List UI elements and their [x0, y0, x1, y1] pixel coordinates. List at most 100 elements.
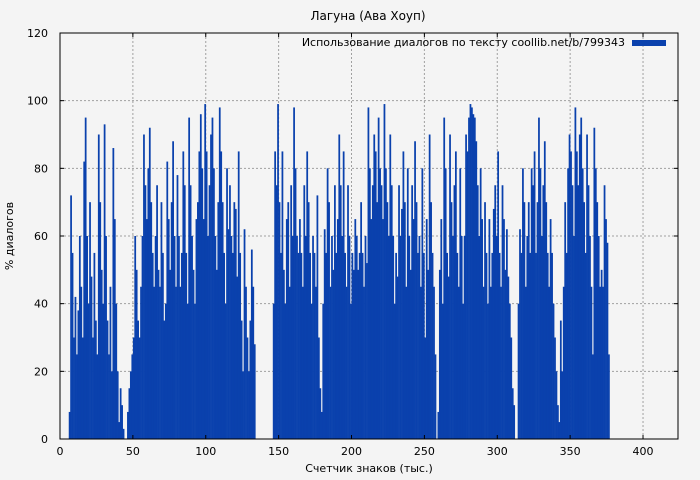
bar: [503, 219, 505, 439]
bar: [592, 354, 594, 439]
bar: [246, 337, 249, 439]
bar: [590, 286, 593, 439]
bar: [198, 151, 201, 439]
bar: [383, 104, 386, 440]
bar: [221, 202, 224, 439]
bar: [564, 202, 567, 439]
bar: [215, 269, 218, 439]
bar: [552, 303, 555, 439]
bar: [81, 337, 84, 439]
bar: [186, 303, 189, 439]
bar: [411, 185, 414, 439]
bar: [294, 168, 297, 440]
bar: [408, 236, 411, 439]
bar: [603, 185, 606, 439]
bar: [352, 269, 355, 439]
bar: [398, 185, 400, 439]
bar: [332, 269, 335, 439]
bar: [157, 269, 160, 439]
bar: [179, 286, 182, 439]
bar: [367, 107, 370, 439]
bar: [274, 151, 277, 439]
bar: [527, 202, 530, 439]
x-tick-label: 350: [560, 445, 581, 458]
bar: [319, 388, 322, 439]
bar: [387, 236, 390, 439]
bar: [83, 161, 86, 440]
bar: [226, 168, 228, 440]
bar: [513, 405, 516, 439]
bar: [113, 219, 116, 439]
bar: [386, 202, 389, 439]
bar: [227, 229, 230, 439]
bar: [361, 252, 364, 439]
bar: [495, 236, 498, 439]
bar: [290, 185, 293, 439]
y-tick-label: 20: [34, 365, 48, 378]
bar: [567, 168, 569, 440]
bar: [74, 296, 77, 439]
bar: [532, 185, 535, 439]
bar: [173, 236, 176, 439]
bar: [573, 236, 575, 439]
bar: [164, 303, 167, 439]
bar: [284, 303, 287, 439]
bar: [374, 151, 377, 439]
bar: [441, 303, 444, 439]
bar: [156, 185, 158, 439]
bar: [275, 185, 278, 439]
bar: [519, 229, 521, 439]
bar: [310, 303, 313, 439]
bar: [167, 219, 170, 439]
bar: [70, 195, 72, 439]
y-tick-label: 40: [34, 298, 48, 311]
bar: [106, 320, 109, 439]
bar: [285, 219, 288, 439]
bar: [242, 371, 244, 439]
bar: [252, 286, 255, 439]
bar: [141, 236, 144, 439]
bar: [87, 303, 90, 439]
bar: [369, 168, 371, 440]
bar: [192, 269, 195, 439]
bar: [278, 202, 281, 439]
bar: [469, 104, 472, 440]
bar: [497, 151, 500, 439]
x-tick-label: 250: [414, 445, 435, 458]
bar: [522, 168, 524, 440]
bar: [329, 286, 332, 439]
bar: [189, 185, 192, 439]
bar: [135, 269, 138, 439]
bar: [484, 202, 486, 439]
bar: [218, 107, 221, 439]
bar: [296, 236, 298, 439]
bar: [504, 269, 507, 439]
bar: [111, 371, 113, 439]
bar: [102, 303, 105, 439]
bar: [500, 286, 502, 439]
bar: [201, 168, 204, 440]
plot-area: 0 50 100 150 200 250 300 350 400 0 20 40 60 80 100 120: [27, 27, 679, 458]
x-tick-label: 100: [195, 445, 216, 458]
bar: [508, 303, 511, 439]
bar: [348, 236, 351, 439]
bar: [239, 252, 242, 439]
bar: [489, 286, 492, 439]
bar: [405, 286, 408, 439]
bar: [412, 219, 415, 439]
bar: [463, 236, 466, 439]
bar: [180, 252, 183, 439]
bar: [430, 202, 432, 439]
bar: [539, 168, 542, 440]
bar: [281, 151, 284, 439]
bar: [188, 117, 191, 439]
bar: [116, 371, 119, 439]
bar: [243, 229, 246, 439]
bar: [143, 134, 145, 439]
bar: [358, 252, 361, 439]
bar: [112, 148, 115, 440]
bar: [77, 310, 80, 439]
bar: [370, 219, 373, 439]
bar: [191, 236, 193, 439]
